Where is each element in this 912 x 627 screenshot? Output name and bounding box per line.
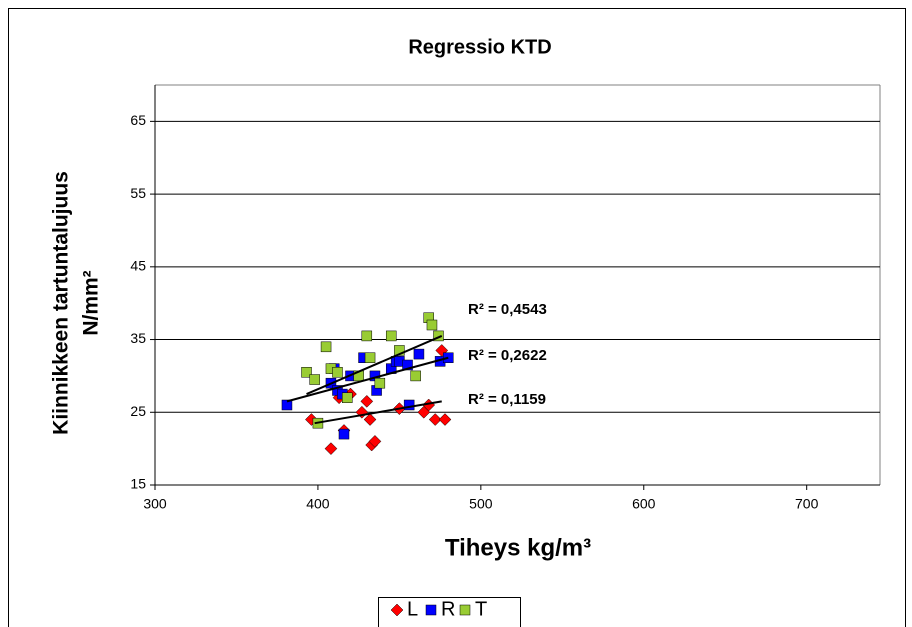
point — [361, 330, 373, 342]
point — [320, 341, 332, 353]
y-tick-label: 25 — [130, 403, 146, 419]
x-tick-label: 700 — [795, 496, 819, 512]
trendline — [314, 400, 442, 425]
legend-label: T — [475, 598, 487, 620]
r2-label: R² = 0,2622 — [468, 347, 547, 364]
point — [426, 319, 438, 331]
point — [364, 352, 376, 363]
chart-title: Regressio KTD — [408, 36, 551, 58]
legend-marker — [390, 603, 404, 617]
point — [402, 359, 413, 371]
point — [394, 345, 405, 356]
legend-marker — [459, 604, 471, 616]
legend-label: R — [441, 598, 455, 620]
legend-marker — [425, 604, 437, 616]
r2-label: R² = 0,1159 — [468, 391, 546, 408]
trendline — [306, 334, 443, 396]
x-tick-label: 600 — [632, 496, 656, 512]
x-tick-label: 400 — [306, 496, 330, 512]
y-axis-title-line: Kiinnikkeen tartuntalujuus — [50, 171, 73, 435]
point — [341, 392, 353, 403]
point — [309, 374, 320, 385]
y-tick-label: 65 — [130, 112, 146, 128]
point — [428, 413, 442, 426]
point — [363, 413, 377, 426]
y-tick-label: 55 — [130, 185, 146, 201]
point — [374, 377, 386, 389]
point — [438, 413, 452, 426]
point — [332, 367, 343, 378]
point — [281, 399, 293, 411]
point — [360, 395, 374, 408]
trendline — [286, 356, 449, 403]
legend-label: L — [407, 598, 418, 620]
y-tick-label: 45 — [130, 258, 146, 274]
point — [385, 330, 397, 342]
y-tick-label: 15 — [130, 476, 146, 492]
point — [338, 428, 350, 440]
point — [301, 367, 312, 378]
x-tick-label: 500 — [469, 496, 493, 512]
chart-border — [8, 8, 906, 627]
point — [368, 435, 382, 448]
legend-box — [378, 597, 521, 627]
y-axis-title: Kiinnikkeen tartuntalujuus N/mm² — [50, 171, 103, 435]
x-tick-label: 300 — [143, 496, 167, 512]
point — [433, 330, 444, 342]
x-axis-title: Tiheys kg/m³ — [445, 534, 591, 561]
point — [403, 399, 415, 411]
point — [324, 442, 338, 455]
y-axis-title-line: N/mm² — [80, 270, 103, 335]
point — [413, 348, 425, 360]
y-tick-label: 35 — [130, 330, 146, 346]
point — [410, 370, 421, 382]
r2-label: R² = 0,4543 — [468, 301, 547, 318]
